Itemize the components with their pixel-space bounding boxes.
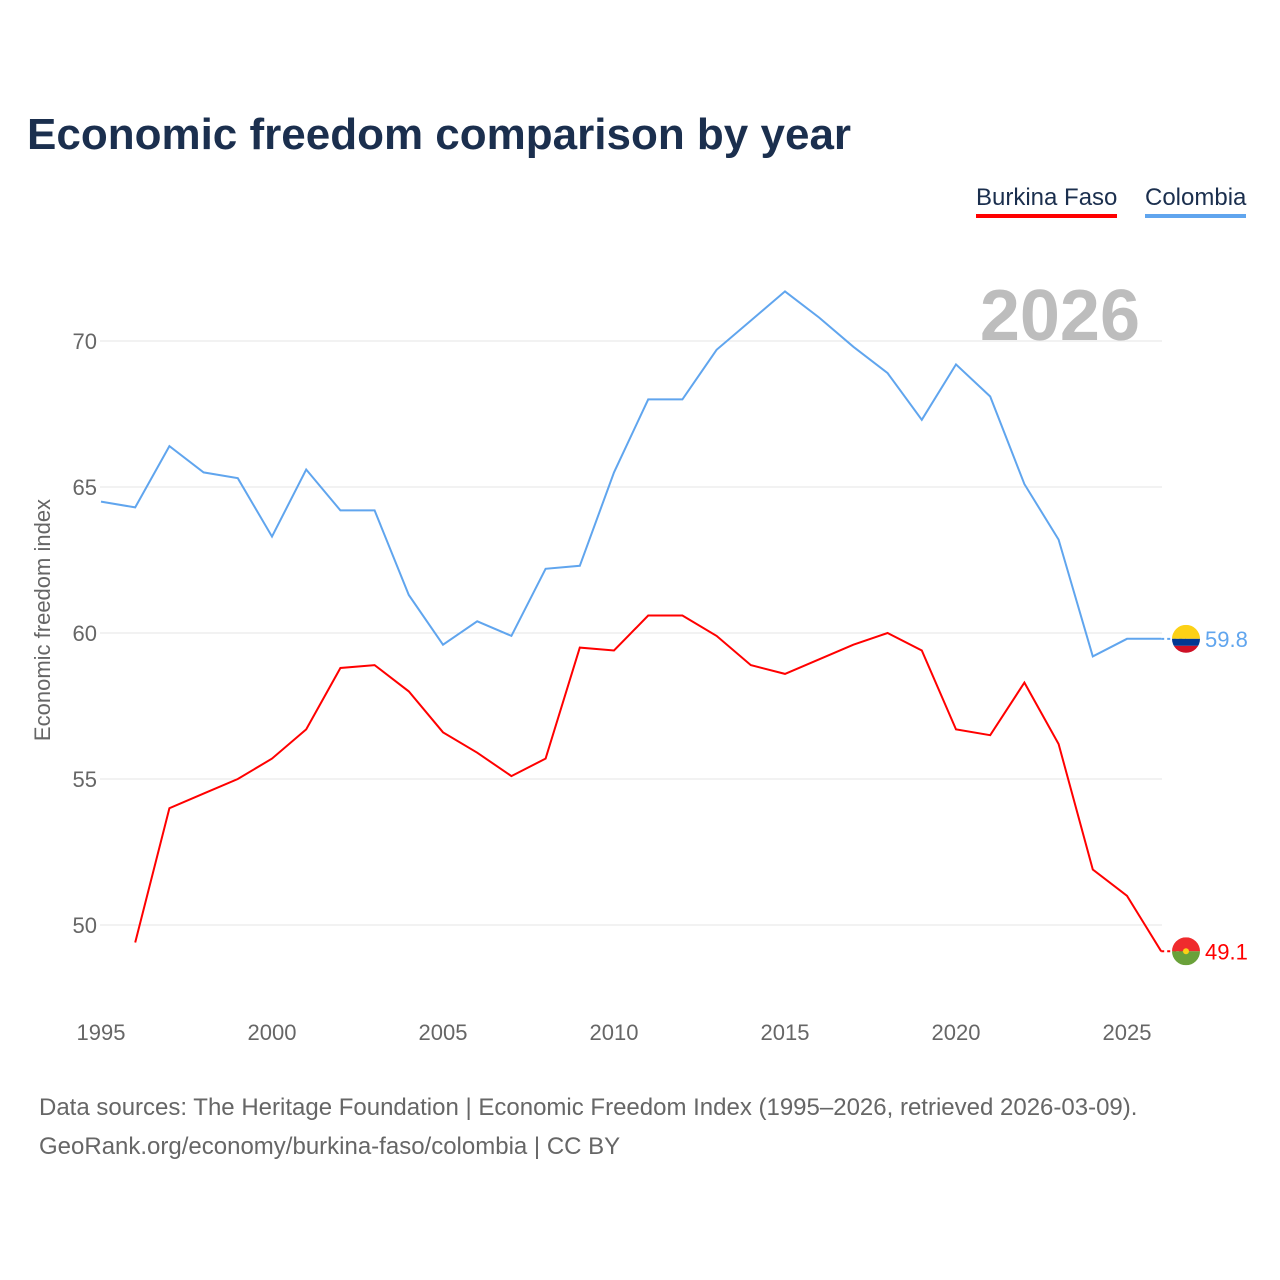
data-point[interactable] (474, 618, 480, 624)
x-tick-label: 2000 (248, 1020, 297, 1045)
data-point[interactable] (919, 648, 925, 654)
data-point[interactable] (235, 475, 241, 481)
data-point[interactable] (645, 612, 651, 618)
data-point[interactable] (645, 396, 651, 402)
data-point[interactable] (1056, 741, 1062, 747)
data-point[interactable] (543, 566, 549, 572)
x-tick-label: 2005 (419, 1020, 468, 1045)
data-point[interactable] (98, 499, 104, 505)
data-point[interactable] (372, 507, 378, 513)
flag-burkina-faso-icon (1172, 937, 1200, 966)
year-label: 2026 (980, 276, 1140, 356)
data-point[interactable] (782, 288, 788, 294)
data-point[interactable] (406, 688, 412, 694)
data-point[interactable] (850, 642, 856, 648)
data-point[interactable] (269, 534, 275, 540)
data-point[interactable] (406, 592, 412, 598)
data-point[interactable] (1124, 636, 1130, 642)
data-point[interactable] (816, 656, 822, 662)
data-point[interactable] (714, 633, 720, 639)
data-point[interactable] (577, 563, 583, 569)
x-tick-label: 2020 (932, 1020, 981, 1045)
data-point[interactable] (987, 732, 993, 738)
data-point[interactable] (1021, 481, 1027, 487)
source-line-2[interactable]: GeoRank.org/economy/burkina-faso/colombi… (39, 1133, 621, 1160)
data-point[interactable] (440, 729, 446, 735)
data-point[interactable] (269, 756, 275, 762)
y-tick-label: 60 (73, 621, 97, 646)
y-axis-label: Economic freedom index (30, 499, 55, 741)
data-point[interactable] (679, 396, 685, 402)
data-point[interactable] (474, 750, 480, 756)
source-note: Data sources: The Heritage Foundation | … (39, 1088, 1137, 1166)
y-tick-label: 55 (73, 767, 97, 792)
data-point[interactable] (201, 469, 207, 475)
x-tick-label: 1995 (77, 1020, 126, 1045)
data-point[interactable] (235, 776, 241, 782)
source-line-1: Data sources: The Heritage Foundation | … (39, 1094, 1138, 1121)
data-point[interactable] (748, 318, 754, 324)
data-point[interactable] (166, 805, 172, 811)
data-point[interactable] (1090, 867, 1096, 873)
data-point[interactable] (679, 612, 685, 618)
series-line-burkina-faso[interactable] (134, 614, 1163, 952)
data-point[interactable] (543, 756, 549, 762)
data-point[interactable] (1021, 680, 1027, 686)
data-point[interactable] (816, 315, 822, 321)
data-point[interactable] (372, 662, 378, 668)
data-point[interactable] (166, 443, 172, 449)
data-point[interactable] (1056, 537, 1062, 543)
data-point[interactable] (1090, 653, 1096, 659)
data-point[interactable] (714, 347, 720, 353)
legend-burkina-faso[interactable]: Burkina Faso (976, 184, 1118, 218)
data-point[interactable] (1124, 893, 1130, 899)
legend-colombia[interactable]: Colombia (1145, 184, 1247, 218)
end-value-label: 49.1 (1205, 939, 1248, 964)
data-point[interactable] (577, 645, 583, 651)
x-tick-label: 2025 (1103, 1020, 1152, 1045)
data-point[interactable] (132, 504, 138, 510)
chart-title: Economic freedom comparison by year (27, 110, 852, 159)
data-point[interactable] (953, 726, 959, 732)
data-point[interactable] (953, 361, 959, 367)
y-tick-label: 50 (73, 913, 97, 938)
data-point[interactable] (885, 370, 891, 376)
data-point[interactable] (611, 469, 617, 475)
data-point[interactable] (850, 344, 856, 350)
data-point[interactable] (885, 630, 891, 636)
series-line-colombia[interactable] (100, 290, 1162, 658)
data-point[interactable] (132, 940, 138, 946)
x-tick-label: 2015 (761, 1020, 810, 1045)
data-point[interactable] (508, 773, 514, 779)
data-point[interactable] (303, 726, 309, 732)
data-point[interactable] (440, 642, 446, 648)
data-point[interactable] (782, 671, 788, 677)
data-point[interactable] (611, 648, 617, 654)
data-point[interactable] (748, 662, 754, 668)
data-point[interactable] (987, 393, 993, 399)
y-tick-label: 65 (73, 475, 97, 500)
data-point[interactable] (303, 466, 309, 472)
y-tick-label: 70 (73, 329, 97, 354)
data-point[interactable] (201, 791, 207, 797)
x-tick-label: 2010 (590, 1020, 639, 1045)
flag-colombia-icon (1172, 624, 1200, 653)
data-point[interactable] (508, 633, 514, 639)
end-value-label: 59.8 (1205, 627, 1248, 652)
data-point[interactable] (337, 507, 343, 513)
data-point[interactable] (337, 665, 343, 671)
data-point[interactable] (919, 417, 925, 423)
